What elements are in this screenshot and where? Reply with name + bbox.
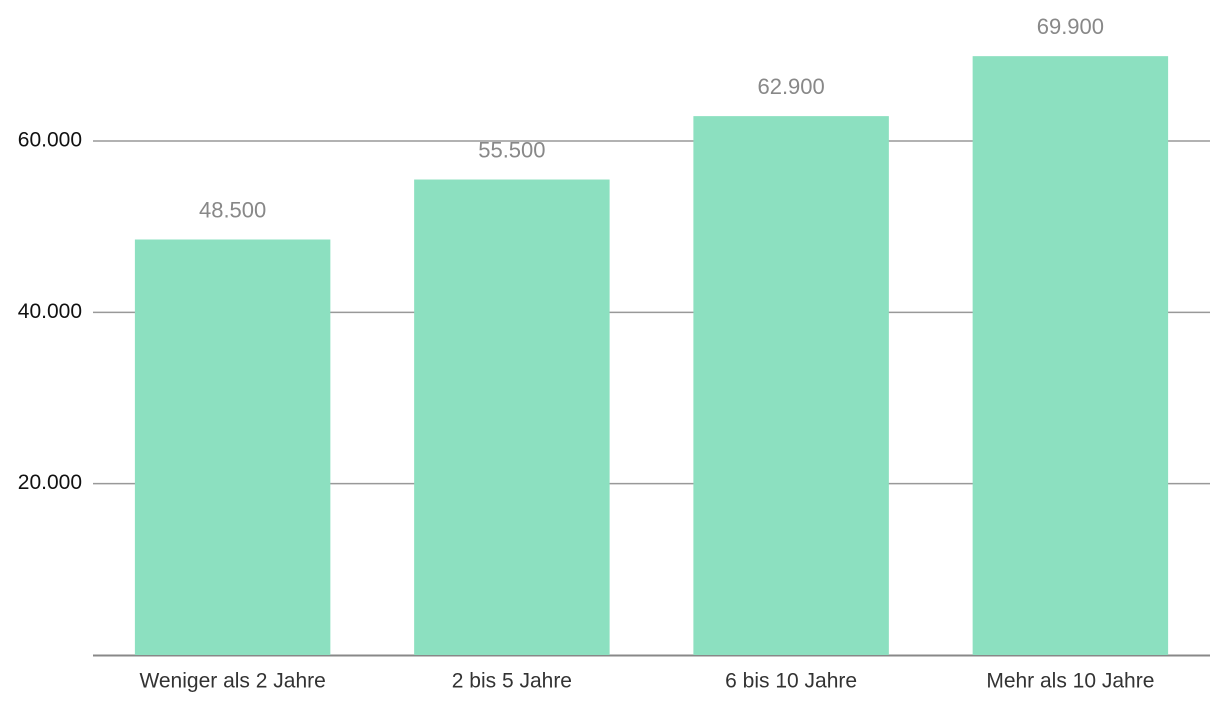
bar xyxy=(414,179,610,656)
bar xyxy=(972,56,1169,655)
y-tick-label: 60.000 xyxy=(18,129,82,152)
data-label: 55.500 xyxy=(478,137,545,162)
data-label: 69.900 xyxy=(1037,14,1104,39)
x-tick-label: Weniger als 2 Jahre xyxy=(139,670,325,693)
y-tick-label: 40.000 xyxy=(18,300,82,323)
y-tick-label: 20.000 xyxy=(18,471,82,494)
bar xyxy=(134,239,331,655)
x-tick-label: 6 bis 10 Jahre xyxy=(725,670,857,693)
x-tick-label: Mehr als 10 Jahre xyxy=(986,670,1154,693)
bar xyxy=(693,116,889,656)
data-label: 62.900 xyxy=(757,74,824,99)
data-label: 48.500 xyxy=(199,197,266,222)
x-tick-label: 2 bis 5 Jahre xyxy=(452,670,572,693)
